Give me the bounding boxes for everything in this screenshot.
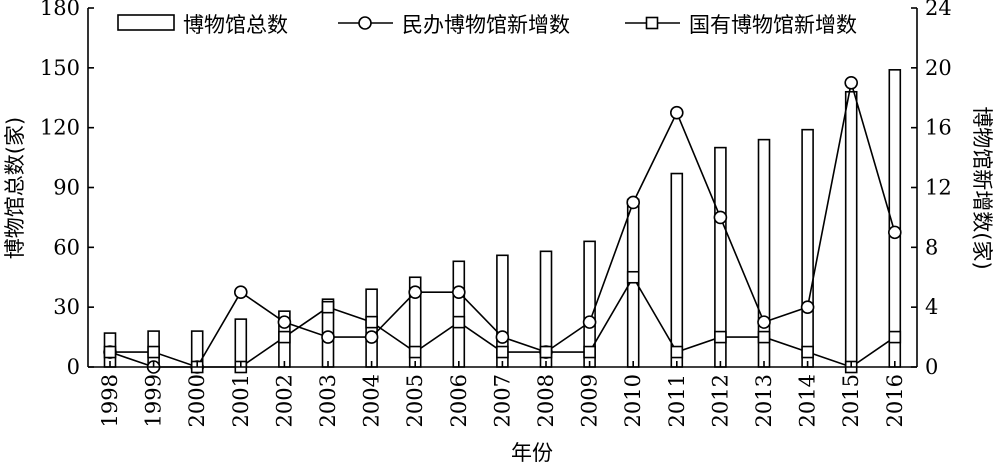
point-private-2015 xyxy=(844,75,859,90)
y-right-tick-label-0: 0 xyxy=(925,355,938,379)
y-left-tick-label-90: 90 xyxy=(53,176,80,200)
x-tick-label-2008: 2008 xyxy=(534,374,558,427)
point-state-2008 xyxy=(539,345,553,359)
point-state-1998 xyxy=(103,345,117,359)
point-private-2004 xyxy=(364,330,379,344)
y-right-tick-label-12: 12 xyxy=(925,176,952,200)
point-private-2013 xyxy=(757,315,771,329)
bar-2015 xyxy=(844,90,858,368)
point-private-2012 xyxy=(713,210,728,225)
point-private-2005 xyxy=(408,285,423,300)
point-state-2010 xyxy=(626,270,640,284)
x-tick-label-2011: 2011 xyxy=(665,374,689,427)
bar-2014 xyxy=(801,128,814,368)
y-axis-right-title: 博物馆新增数(家) xyxy=(970,106,994,269)
x-tick-label-2010: 2010 xyxy=(621,374,645,427)
y-left-tick-label-60: 60 xyxy=(53,235,80,259)
legend-marker-square xyxy=(645,16,659,30)
bar-2001 xyxy=(234,318,248,368)
legend-label-private: 民办博物馆新增数 xyxy=(402,13,570,37)
point-private-2007 xyxy=(495,330,510,344)
axes-layer: 0 30 60 90 120 150 180 0 4 8 12 16 20 24 1998 1999 2000 2… xyxy=(40,0,952,427)
legend-label-state: 国有博物馆新增数 xyxy=(689,13,857,37)
y-right-tick-label-4: 4 xyxy=(925,295,938,319)
legend-swatch-bar xyxy=(117,14,175,31)
y-left-tick-label-0: 0 xyxy=(67,355,80,379)
x-tick-label-2009: 2009 xyxy=(578,374,602,427)
x-tick-label-2013: 2013 xyxy=(752,374,776,427)
point-state-2011 xyxy=(670,345,684,359)
x-tick-label-2002: 2002 xyxy=(272,374,296,427)
point-private-2011 xyxy=(669,105,684,120)
x-tick-label-1998: 1998 xyxy=(98,374,122,427)
y-left-tick-label-150: 150 xyxy=(40,56,80,80)
point-state-2002 xyxy=(278,330,291,344)
point-state-2004 xyxy=(365,315,378,329)
x-tick-label-2015: 2015 xyxy=(839,374,863,427)
point-state-2006 xyxy=(452,315,466,329)
x-tick-label-2006: 2006 xyxy=(447,374,471,427)
y-right-tick-label-20: 20 xyxy=(925,56,952,80)
y-left-tick-label-120: 120 xyxy=(40,116,80,140)
x-tick-label-2016: 2016 xyxy=(883,374,907,427)
point-state-2003 xyxy=(321,300,335,314)
x-axis-title: 年份 xyxy=(511,441,553,465)
point-state-2007 xyxy=(496,345,509,359)
y-right-tick-label-24: 24 xyxy=(925,0,952,20)
point-private-2010 xyxy=(626,195,641,210)
x-tick-label-1999: 1999 xyxy=(142,374,166,427)
point-state-2016 xyxy=(888,330,902,344)
point-state-1999 xyxy=(147,345,160,359)
x-tick-label-2005: 2005 xyxy=(403,374,427,427)
x-tick-label-2014: 2014 xyxy=(796,374,820,427)
legend: 博物馆总数 民办博物馆新增数 国有博物馆新增数 xyxy=(117,13,857,37)
point-private-2002 xyxy=(277,315,292,329)
y-left-tick-label-180: 180 xyxy=(40,0,80,20)
y-axis-left-title: 博物馆总数(家) xyxy=(3,117,27,259)
y-right-tick-label-8: 8 xyxy=(925,235,938,259)
y-right-tick-label-16: 16 xyxy=(925,116,952,140)
bar-2006 xyxy=(452,260,466,368)
point-state-2005 xyxy=(408,345,422,359)
point-private-2016 xyxy=(887,225,902,240)
point-private-2003 xyxy=(321,330,335,344)
point-state-2013 xyxy=(757,330,771,344)
x-tick-label-2000: 2000 xyxy=(185,374,209,427)
legend-marker-circle xyxy=(358,16,372,30)
point-private-2014 xyxy=(800,300,815,314)
point-private-2009 xyxy=(582,315,597,329)
x-tick-label-2012: 2012 xyxy=(708,374,732,427)
point-private-2006 xyxy=(451,285,466,300)
x-tick-label-2004: 2004 xyxy=(360,374,384,427)
legend-label-total: 博物馆总数 xyxy=(183,13,288,37)
x-tick-label-2003: 2003 xyxy=(316,374,340,427)
point-private-2001 xyxy=(234,285,248,300)
x-tick-label-2007: 2007 xyxy=(490,374,514,427)
x-tick-label-2001: 2001 xyxy=(229,374,253,427)
bar-2011 xyxy=(670,172,684,368)
y-left-tick-label-30: 30 xyxy=(53,295,80,319)
point-state-2009 xyxy=(583,345,596,359)
point-state-2012 xyxy=(714,330,727,344)
point-state-2014 xyxy=(801,345,814,359)
